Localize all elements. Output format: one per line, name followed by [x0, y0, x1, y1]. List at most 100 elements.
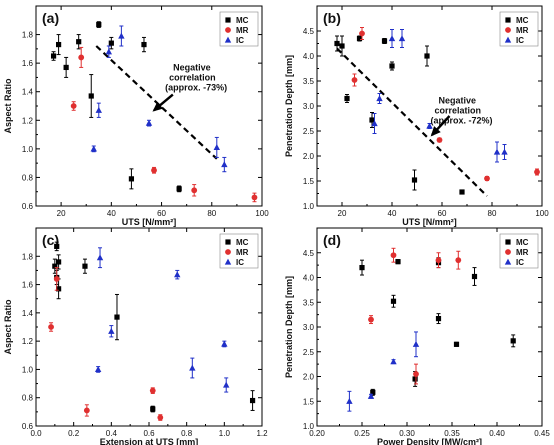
x-tick-label: 100 [255, 209, 269, 218]
y-tick-label: 3.0 [303, 323, 315, 332]
y-tick-label: 1.5 [303, 177, 315, 186]
data-point [367, 392, 375, 399]
y-axis-label: Aspect Ratio [3, 78, 13, 134]
data-point [145, 119, 153, 126]
legend-marker [225, 17, 231, 23]
legend-marker [505, 239, 511, 245]
x-tick-label: 0.35 [444, 429, 460, 438]
data-point [381, 38, 388, 44]
data-point [359, 265, 365, 271]
y-tick-label: 2.5 [303, 127, 315, 136]
y-tick-label: 2.5 [303, 348, 315, 357]
data-point [96, 21, 102, 28]
data-point [174, 271, 181, 278]
x-tick-label: 20 [57, 209, 66, 218]
annotation-line: correlation [435, 106, 482, 116]
data-point [114, 314, 120, 320]
data-point [82, 263, 88, 269]
legend-label: MR [236, 248, 249, 257]
data-point [339, 43, 345, 49]
legend-marker [225, 249, 231, 255]
trend-line [95, 45, 218, 160]
data-point [411, 177, 418, 183]
legend-label: MR [516, 248, 529, 257]
annotation-arrowhead [430, 126, 441, 137]
x-axis-label: UTS [N/mm²] [402, 217, 457, 227]
data-point [56, 41, 62, 48]
data-point [63, 64, 69, 71]
legend-label: MC [236, 238, 249, 247]
data-point [371, 120, 378, 127]
x-axis-label: Power Density [MW/cm²] [377, 437, 482, 445]
y-tick-label: 1.4 [22, 309, 34, 318]
data-point [105, 48, 113, 55]
y-tick-label: 1.2 [22, 337, 34, 346]
data-point [48, 324, 54, 330]
x-tick-label: 0.2 [68, 429, 80, 438]
data-point [368, 316, 374, 323]
legend-marker [225, 239, 231, 245]
x-tick-label: 0.6 [143, 429, 155, 438]
data-point [108, 40, 114, 46]
data-point [157, 414, 164, 421]
legend-marker [224, 258, 232, 265]
data-point [118, 32, 125, 39]
y-tick-label: 3.5 [303, 77, 315, 86]
y-axis-label: Aspect Ratio [3, 299, 13, 355]
x-tick-label: 40 [107, 209, 116, 218]
data-point [534, 169, 540, 175]
data-point [150, 406, 156, 412]
data-point [90, 145, 97, 152]
legend-marker [505, 17, 511, 23]
panel-b: 20 40 60 80 100 1.0 1.5 2.0 2.5 3.0 3.5 4.0 4.5 UTS [… [284, 5, 549, 227]
series-mr [48, 267, 164, 421]
data-point [249, 397, 256, 404]
data-point [493, 148, 501, 155]
y-axis-label: Penetration Depth [mm] [284, 276, 294, 378]
x-tick-label: 0.4 [106, 429, 118, 438]
data-point [359, 30, 365, 37]
data-point [52, 263, 58, 269]
y-tick-label: 1.6 [22, 59, 34, 68]
data-point [424, 53, 430, 59]
y-tick-label: 4.0 [303, 274, 315, 283]
x-tick-label: 1.0 [219, 429, 231, 438]
y-tick-label: 1.0 [303, 202, 315, 211]
y-tick-label: 4.5 [303, 27, 315, 36]
data-point [501, 148, 508, 155]
y-tick-label: 0.6 [22, 422, 34, 431]
data-point [95, 106, 102, 113]
legend-label: MC [236, 16, 249, 25]
series-ic [346, 331, 420, 412]
series-mr [351, 27, 540, 182]
panel-d: 0.20 0.25 0.30 0.35 0.40 0.45 1.0 1.5 2.0 2.5 3.0 3… [284, 227, 550, 445]
y-tick-label: 3.5 [303, 298, 315, 307]
data-point [356, 35, 363, 42]
data-point [471, 273, 478, 280]
data-point [221, 161, 228, 168]
data-point [510, 338, 516, 344]
y-tick-label: 1.0 [22, 145, 34, 154]
data-point [436, 137, 443, 143]
legend-marker [504, 258, 512, 265]
legend-label: IC [516, 36, 524, 45]
data-point [251, 194, 258, 201]
data-point [50, 53, 57, 59]
y-tick-label: 4.5 [303, 249, 315, 258]
data-point [56, 286, 62, 292]
panel-a: 20 40 60 80 100 0.6 0.8 1.0 1.2 1.4 1.6 1.8 UTS [N/m… [3, 5, 269, 227]
annotation-line: Negative [439, 96, 477, 106]
series-mr [368, 247, 462, 385]
data-point [56, 259, 62, 265]
y-tick-label: 4.0 [303, 52, 315, 61]
x-tick-label: 0.20 [309, 429, 325, 438]
annotation-line: (approx. -72%) [431, 116, 493, 126]
data-point [412, 340, 420, 347]
data-point [395, 259, 401, 265]
y-tick-label: 1.8 [22, 252, 34, 261]
data-point [453, 341, 460, 347]
y-tick-label: 1.6 [22, 281, 34, 290]
legend-label: MC [516, 238, 529, 247]
